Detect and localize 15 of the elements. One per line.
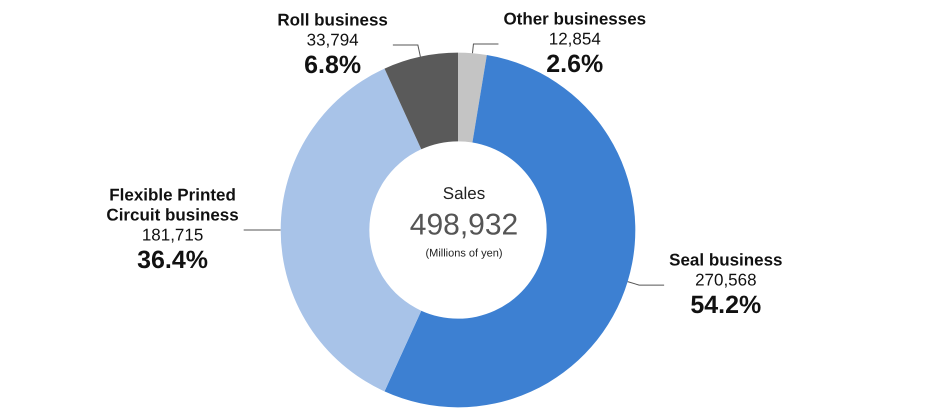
text: 181,715 <box>142 226 204 244</box>
data-label: 2.6% <box>546 50 604 78</box>
slice-label: Seal business <box>669 250 783 270</box>
slice-label: Flexible Printed Circuit business <box>106 186 239 224</box>
text: 270,568 <box>695 270 757 290</box>
data-label: 54.2% <box>690 291 762 320</box>
text: 498,932 <box>410 208 518 242</box>
text: Sales <box>442 184 486 203</box>
slice-label: Roll business <box>277 10 388 30</box>
data-label: 6.8% <box>304 50 362 79</box>
slice-label: Other businesses <box>503 10 646 28</box>
text: 33,794 <box>306 30 359 50</box>
text: (Millions of yen) <box>425 248 503 260</box>
data-label: 36.4% <box>137 246 208 274</box>
text: 12,854 <box>548 30 601 48</box>
